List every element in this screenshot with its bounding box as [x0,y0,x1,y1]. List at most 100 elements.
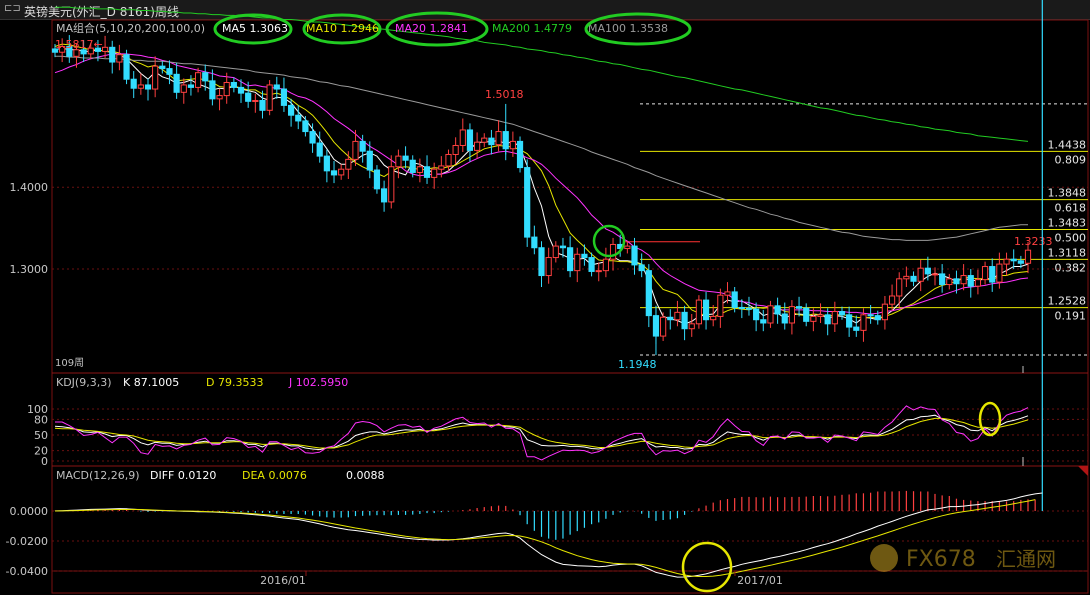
candle-body [1017,260,1024,264]
candle-body [760,319,767,324]
candle-body [588,257,595,272]
candle-body [609,243,617,260]
candle-body [939,273,946,286]
fib-ratio-label: 0.191 [1055,310,1087,323]
candle-body [51,48,59,53]
candle-body [731,291,738,308]
highlight-ellipse [584,12,692,46]
candle-body [144,84,152,90]
candle-body [295,114,302,122]
candle-body [209,80,216,100]
candle-body [896,278,903,297]
candle-body [66,46,73,57]
candle-body [753,308,760,321]
candle-body [388,166,395,203]
candle-body [595,270,602,273]
ma-header-item: MA100 1.3538 [588,22,668,35]
candle-body [180,84,187,93]
candle-body [302,120,309,133]
candle-body [974,279,982,287]
candle-body [416,166,423,173]
candle-body [266,84,273,111]
macd-tick-label: 0.0000 [10,505,49,518]
candle-body [996,263,1003,283]
kdj-j-value: J 102.5950 [288,376,348,389]
kdj-tick-label: 80 [34,413,48,426]
fib-price-label: 1.3118 [1048,246,1087,259]
candle-body [330,170,338,176]
fib-ratio-label: 0.809 [1055,153,1087,166]
highlight-ellipse [213,13,293,45]
x-tick-label: 2016/01 [260,574,306,587]
candle-body [109,46,116,63]
ma-line-ma100 [55,55,1028,241]
macd-tick-label: -0.0400 [6,565,48,578]
macd-line-dea [54,499,1036,577]
candle-body [252,99,259,102]
candle-body [159,65,166,70]
panel-icon[interactable]: ⊏⊐ [4,3,21,14]
candle-body [366,150,373,171]
candle-body [524,167,531,238]
candle-body [273,84,280,90]
candle-body [631,245,638,266]
high-annotation: 1.5817← [55,38,103,51]
candle-body [674,311,681,321]
candle-body [552,245,559,259]
watermark-cn: 汇通网 [996,547,1056,571]
kdj-tick-label: 20 [34,445,48,458]
candle-body [445,153,452,167]
corner-marker [1078,466,1088,476]
candle-body [645,270,652,317]
ma-line-ma20 [54,53,1029,315]
macd-diff-value: DIFF 0.0120 [150,469,216,482]
candle-body [345,158,352,170]
price-tick-label: 1.4000 [10,181,49,194]
candle-body [280,88,288,106]
candle-body [509,140,516,150]
kdj-line-j [55,405,1029,461]
ma-header-item: MA5 1.3063 [222,22,288,35]
candle-body [194,72,202,88]
candle-body [838,311,846,316]
candle-body [910,275,917,282]
candle-body [423,166,431,178]
fib-price-label: 1.4438 [1048,138,1087,151]
candle-body [860,314,867,331]
ma-header-item: MA200 1.4779 [492,22,572,35]
candle-body [516,140,524,169]
candle-body [359,140,366,152]
candle-body [59,46,66,53]
candle-body [810,315,817,322]
candle-body [824,314,831,325]
candle-body [173,73,180,93]
candle-body [481,137,488,143]
candle-body [559,245,567,249]
candle-body [924,267,931,275]
ma-header-item: MA10 1.2946 [306,22,379,35]
swing-high-annotation: 1.5018 [485,88,524,101]
fib-ratio-label: 0.618 [1055,202,1087,215]
candle-body [581,253,588,259]
candle-body [381,188,388,203]
candle-body [724,291,731,296]
candle-body [137,84,144,89]
candle-body [767,305,774,324]
candle-body [80,49,87,55]
candle-body [216,95,223,100]
candle-body [602,258,609,272]
x-tick-label: 2017/01 [737,574,783,587]
candle-body [803,307,810,322]
candle-body [946,278,953,286]
candle-body [1003,258,1010,265]
chart-frame [51,19,1089,594]
candle-body [710,315,717,321]
candle-body [459,129,466,146]
candle-body [466,129,474,151]
candle-body [817,314,824,317]
candle-body [846,314,853,328]
kdj-tick-label: 0 [41,455,48,468]
candle-body [101,46,109,52]
candle-body [545,257,552,277]
